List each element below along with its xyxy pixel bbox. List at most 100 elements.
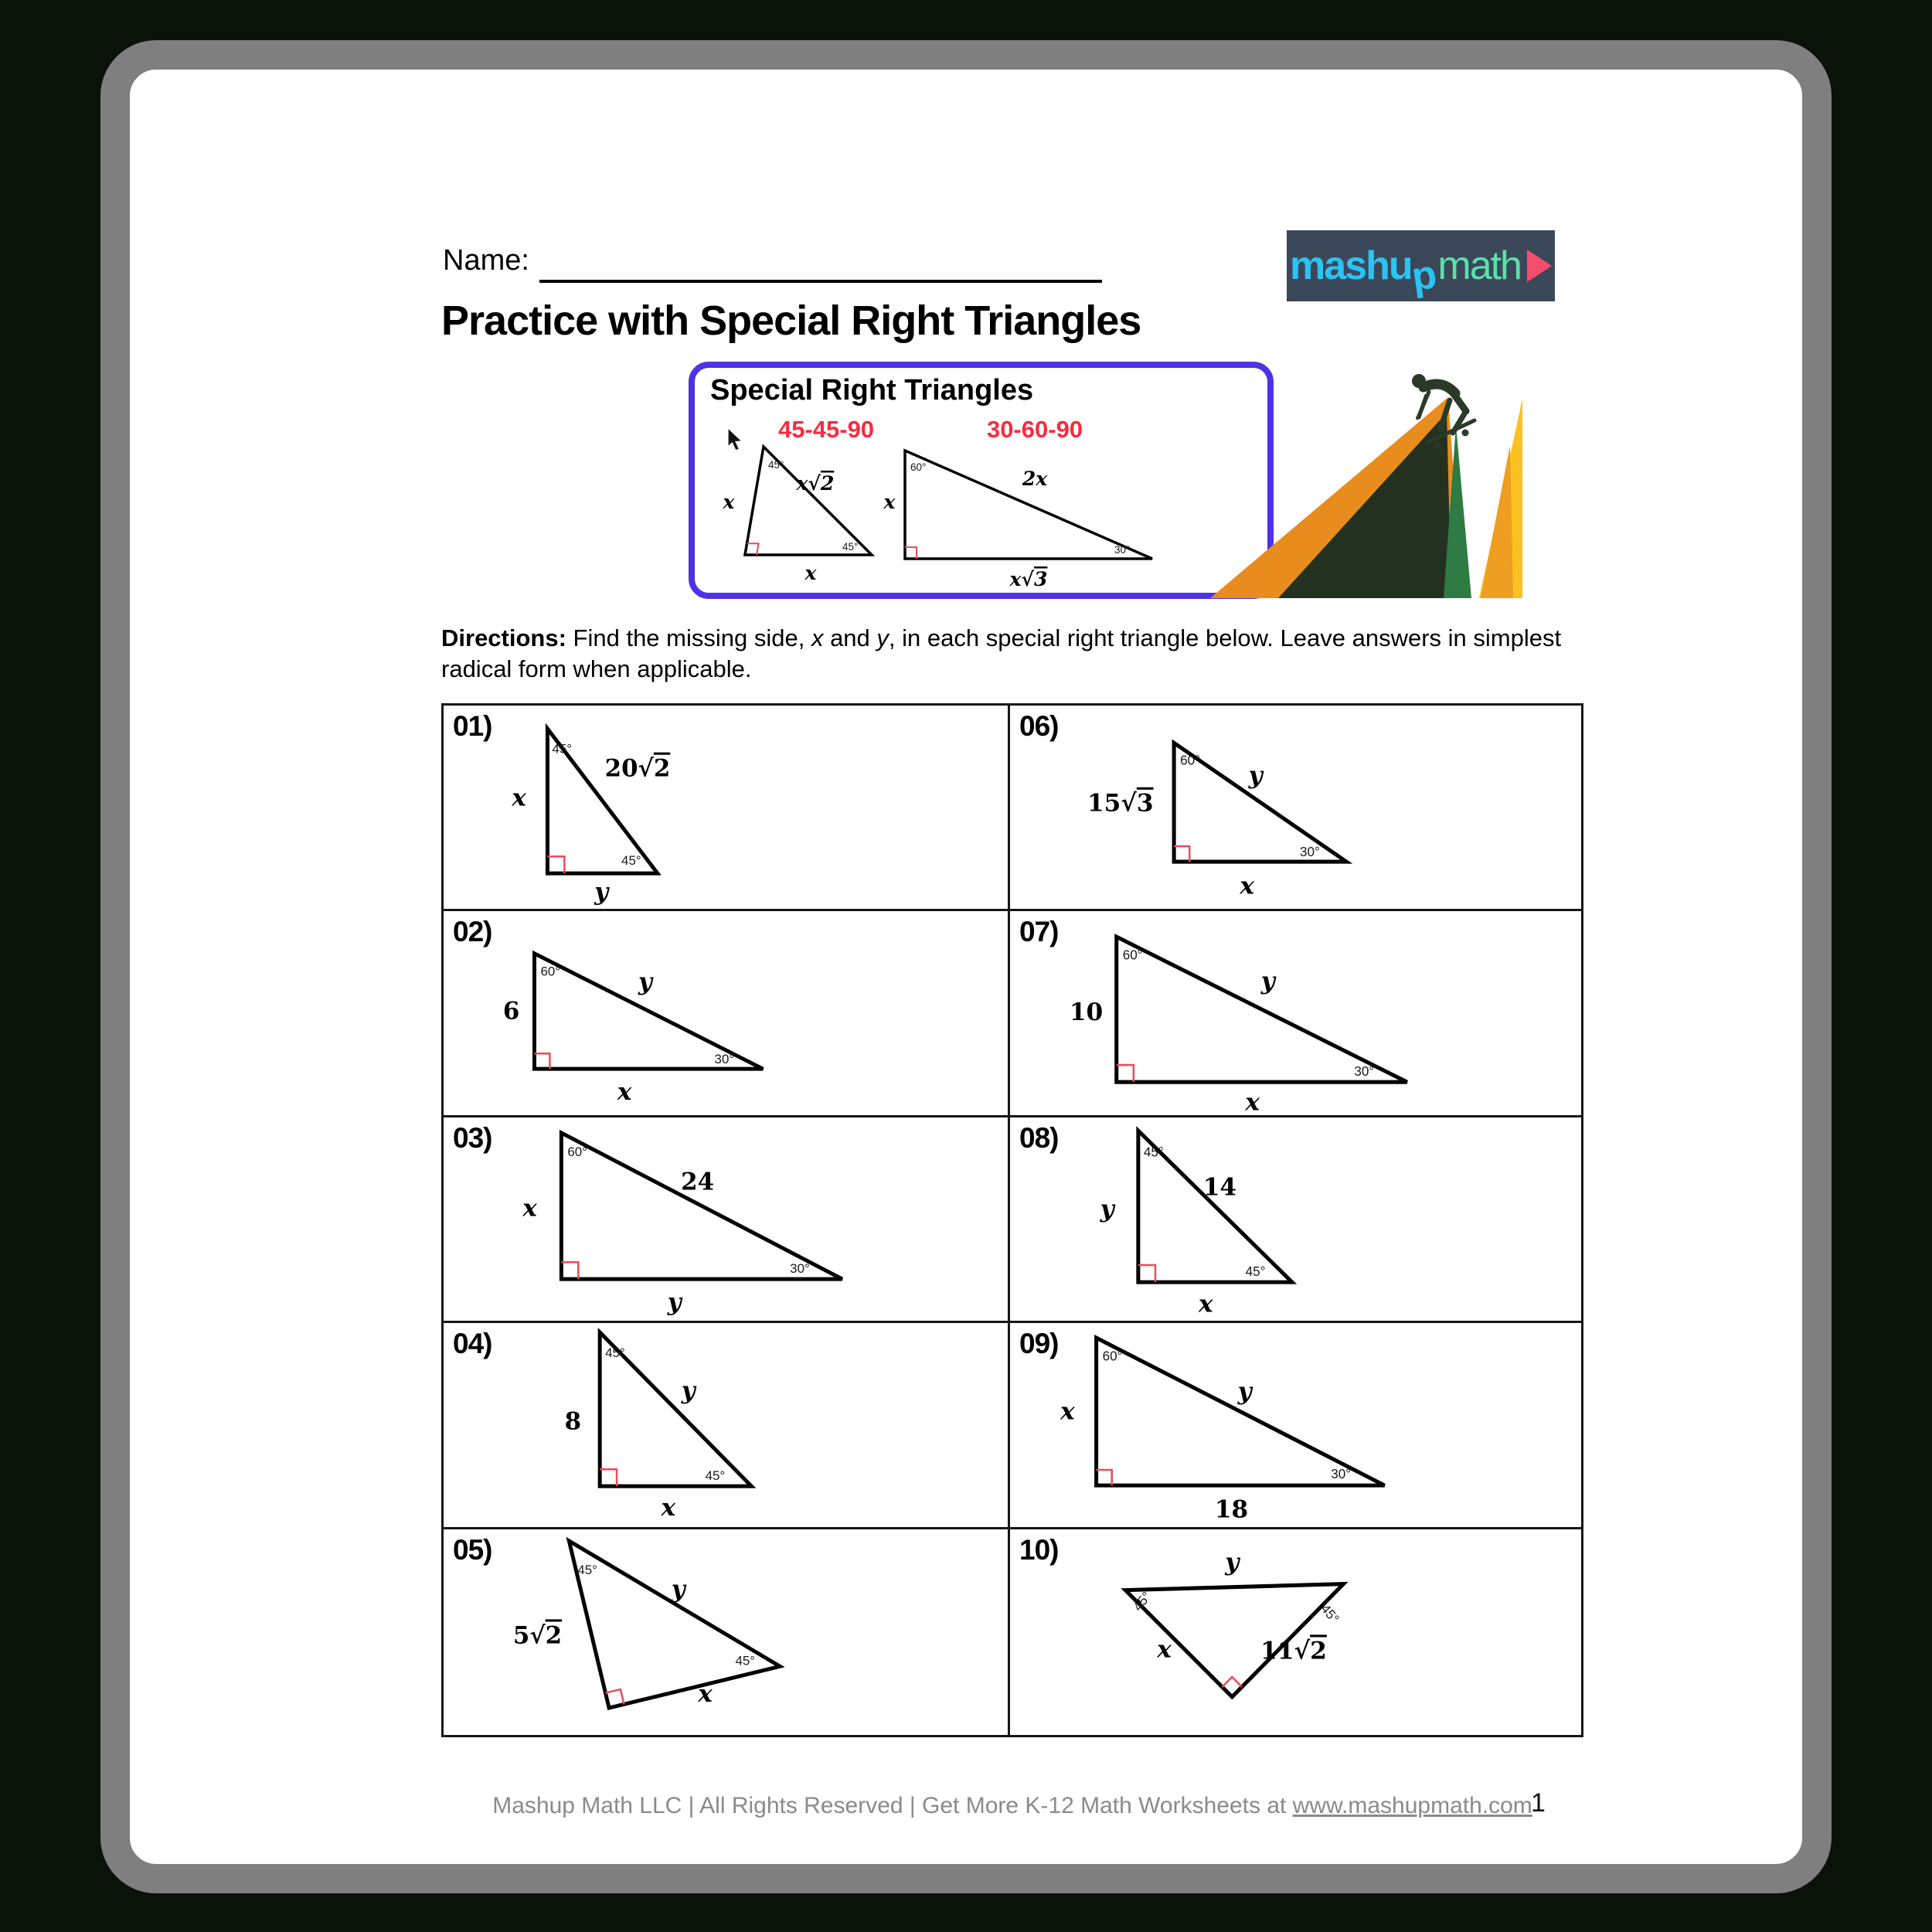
footer-text: Mashup Math LLC | All Rights Reserved | …: [492, 1793, 1532, 1818]
angle-label: 45°: [1246, 1264, 1266, 1279]
angle-label: 30°: [790, 1261, 810, 1276]
problem-figure-03: 60° 30° x 24 y: [522, 1129, 844, 1316]
side-label: x: [697, 1680, 713, 1708]
page-title: Practice with Special Right Triangles: [441, 298, 1141, 344]
side-label: x: [522, 1194, 537, 1222]
side-label: y: [638, 968, 654, 996]
side-label: 2x: [1022, 468, 1048, 490]
side-label: x: [1198, 1290, 1213, 1318]
problem-cell-02: 02) 60° 30° 6 y x: [444, 911, 1010, 1117]
side-label: y: [667, 1288, 683, 1316]
right-angle-icon: [1221, 1675, 1243, 1688]
side-label: y: [1100, 1195, 1116, 1223]
angle-label: 60°: [540, 964, 560, 979]
page-content: Name: mashu p math Practice with Special R…: [159, 99, 1773, 1835]
side-label: y: [681, 1377, 697, 1405]
problem-number: 01): [453, 710, 492, 742]
side-label: x: [723, 491, 736, 513]
footer-link[interactable]: www.mashupmath.com: [1292, 1793, 1532, 1818]
side-label: y: [1248, 762, 1264, 790]
logo-text-math: math: [1437, 243, 1522, 288]
angle-label: 30°: [1300, 845, 1320, 859]
side-label: x: [511, 784, 526, 811]
right-angle-icon: [605, 1688, 625, 1705]
problem-figure-10: 45° 45°yx 11√2: [1121, 1548, 1349, 1699]
ramp-green-triangle: [1444, 425, 1471, 598]
side-label: y: [1260, 968, 1277, 995]
triangle-shape: [903, 448, 1153, 560]
angle-label: 45°: [552, 742, 572, 757]
ramp-dark-green-triangle: [1278, 413, 1451, 598]
triangle-shape: [1121, 1581, 1349, 1699]
right-angle-icon: [547, 855, 566, 874]
mashupmath-logo: mashu p math: [1287, 230, 1555, 301]
angle-label: 30°: [715, 1053, 735, 1067]
problems-grid: 01) 45° 45° x 20√2 y 06) 60° 30° 15√3 y x 02) 60° 30° 6…: [441, 703, 1583, 1737]
side-label: 11√2: [1260, 1637, 1327, 1665]
reference-box: Special Right Triangles 45-45-90 30-60-9…: [689, 362, 1274, 599]
angle-label: 30°: [1114, 544, 1130, 556]
angle-label: 45°: [842, 541, 858, 553]
side-label: 10: [1070, 998, 1103, 1026]
side-label: 18: [1215, 1496, 1248, 1524]
ramp-amber-triangle: [1481, 445, 1513, 598]
logo-text-mashu: mashu: [1290, 243, 1413, 288]
triangle-shape: [597, 1328, 757, 1488]
side-label: y: [1224, 1548, 1240, 1576]
problem-number: 07): [1019, 916, 1059, 948]
name-field-line: [539, 280, 1102, 283]
mouse-cursor: [727, 427, 743, 451]
side-label: x: [617, 1078, 632, 1106]
angle-label: 60°: [1103, 1349, 1123, 1363]
reference-heading-30-60-90: 30-60-90: [986, 416, 1083, 443]
side-label: x: [661, 1494, 676, 1522]
problem-cell-10: 10) 45° 45° y x 11√2: [1010, 1529, 1581, 1735]
problem-cell-06: 06) 60° 30° 15√3 y x: [1010, 706, 1581, 912]
problem-number: 06): [1019, 710, 1059, 742]
directions-label: Directions:: [441, 624, 566, 651]
side-label: y: [671, 1575, 687, 1603]
triangle-shape: [566, 1536, 785, 1710]
reference-heading-45-45-90: 45-45-90: [777, 416, 875, 443]
right-angle-icon: [747, 543, 760, 556]
side-label: 5√2: [513, 1621, 562, 1649]
triangle-shape: [1172, 739, 1353, 864]
problem-figure-08: 45° 45° y 14 x: [1100, 1125, 1298, 1318]
side-label: y: [594, 878, 610, 906]
right-angle-icon: [1116, 1064, 1135, 1083]
right-angle-icon: [1174, 845, 1191, 862]
side-label: x√3: [1009, 568, 1048, 590]
side-label: x√2: [796, 472, 835, 495]
triangle-shape: [1136, 1125, 1298, 1284]
logo-text-p: p: [1408, 252, 1440, 300]
problem-figure-01: 45° 45° x 20√2 y: [511, 723, 670, 906]
page-number: 1: [1531, 1788, 1546, 1818]
problem-number: 03): [453, 1121, 492, 1154]
angle-label: 45°: [735, 1653, 755, 1668]
side-label: y: [1237, 1378, 1253, 1406]
problem-number: 09): [1019, 1328, 1059, 1360]
problem-number: 02): [453, 916, 492, 948]
triangle-shape: [532, 951, 764, 1072]
reference-box-title: Special Right Triangles: [710, 374, 1034, 406]
side-label: x: [1244, 1089, 1260, 1115]
angle-label: 45°: [577, 1562, 597, 1577]
right-angle-icon: [1096, 1468, 1113, 1486]
side-label: 15√3: [1087, 790, 1154, 818]
right-angle-icon: [561, 1260, 580, 1279]
triangle-shape: [1114, 934, 1408, 1085]
problem-cell-03: 03) 60° 30° x 24 y: [444, 1117, 1010, 1324]
problem-cell-05: 05) 45° 45° 5√2 y x: [444, 1529, 1010, 1735]
problem-cell-01: 01) 45° 45° x 20√2 y: [444, 706, 1010, 912]
triangle-shape: [1094, 1335, 1386, 1488]
problem-number: 05): [453, 1533, 492, 1566]
right-angle-icon: [534, 1053, 551, 1070]
name-label: Name:: [443, 244, 529, 277]
problem-cell-04: 04) 45° 45° 8 y x: [444, 1323, 1010, 1529]
worksheet-page: Name: mashu p math Practice with Special R…: [100, 40, 1832, 1893]
problem-cell-08: 08) 45° 45° y 14 x: [1010, 1117, 1581, 1324]
angle-label: 45°: [1144, 1145, 1164, 1159]
side-label: x: [1156, 1635, 1172, 1663]
side-label: x: [804, 562, 818, 584]
